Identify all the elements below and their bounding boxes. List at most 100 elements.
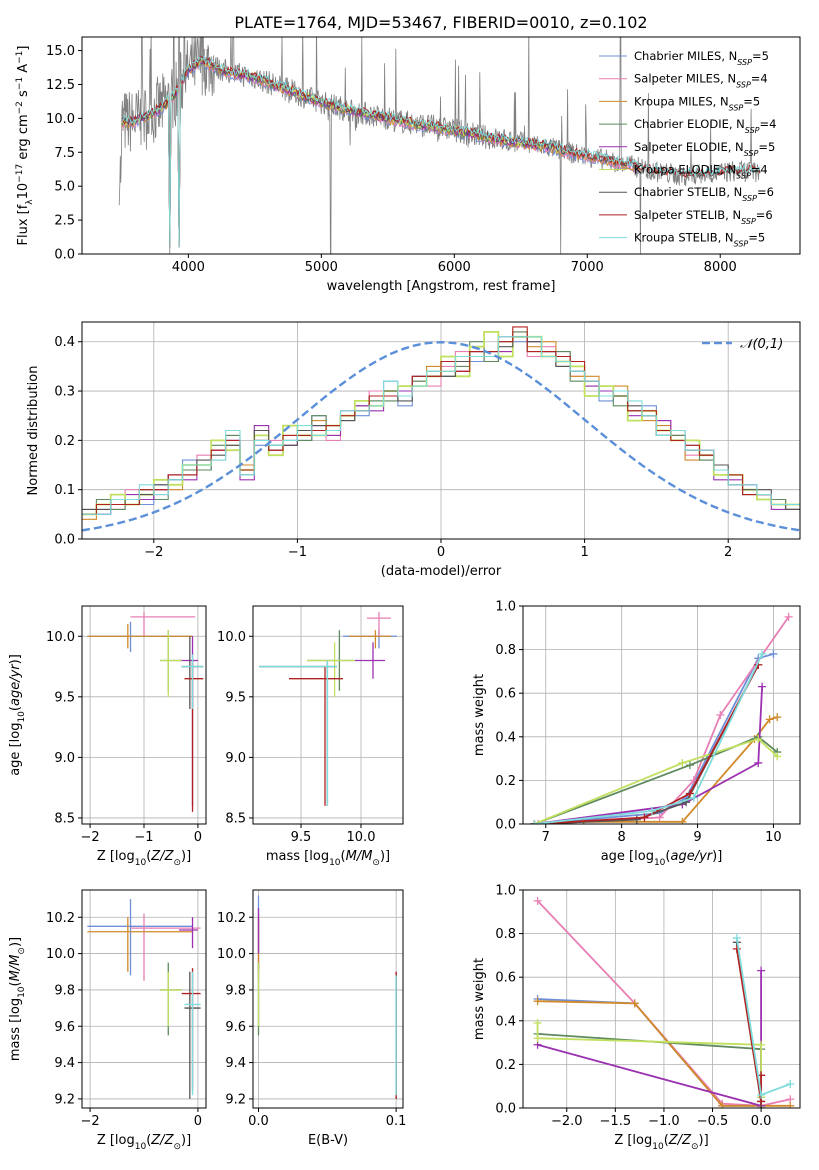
- x-axis-label: wavelength [Angstrom, rest frame]: [327, 279, 556, 294]
- weight-marker: [773, 713, 782, 722]
- legend-sub: SSP: [734, 239, 749, 248]
- label-part: mass weight: [472, 674, 487, 756]
- mass-vs-extinction-errorbars: [257, 895, 397, 1099]
- mass-weight-vs-metallicity-frame: [522, 889, 801, 1109]
- weight-marker: [533, 997, 542, 1006]
- label-part: (: [146, 849, 151, 864]
- age-vs-metallicity-axes: −2 −1 0 8.5 9.0 9.5 10.0: [46, 606, 206, 845]
- y-tick-label: 0.1: [54, 483, 75, 498]
- label-part: Z/Z: [668, 1133, 692, 1148]
- x-tick-label: 2: [724, 545, 732, 560]
- mass-vs-extinction-axes: 0.0 0.1 9.2 9.4 9.6 9.8 10.0 10.2: [217, 890, 406, 1129]
- legend-label: Salpeter ELODIE, NSSP=5: [634, 140, 775, 158]
- y-axis-label: mass [log10(M/M⊙)]: [8, 937, 27, 1061]
- label-part: (: [341, 849, 346, 864]
- label-part: 10: [135, 1142, 147, 1152]
- x-tick-label: 5000: [305, 260, 338, 275]
- weight-marker: [784, 612, 793, 621]
- weight-marker: [533, 896, 542, 905]
- y-tick-label: 9.2: [225, 1092, 246, 1107]
- label-part: )]: [181, 1133, 191, 1148]
- mass-vs-metallicity-frame: [81, 889, 207, 1109]
- label-part: )]: [380, 849, 390, 864]
- y-tick-label: 0.6: [495, 687, 516, 702]
- spectrum-frame: [81, 36, 801, 255]
- legend-text: =6: [756, 208, 773, 222]
- weight-line: [534, 735, 778, 824]
- weight-line: [536, 1023, 762, 1098]
- x-tick-label: −1.0: [648, 1114, 680, 1129]
- y-tick-label: 9.0: [54, 751, 75, 766]
- label-part: mass weight: [472, 958, 487, 1040]
- x-tick-label: 0.0: [248, 1114, 269, 1129]
- weight-line: [538, 616, 790, 824]
- gaussian-curve: [82, 340, 800, 532]
- spectrum-model-line: [121, 59, 562, 248]
- label-part: )]: [181, 849, 191, 864]
- label-part: age [log: [601, 849, 654, 864]
- y-tick-label: 0.4: [495, 730, 516, 745]
- weight-marker: [685, 789, 694, 798]
- x-axis-label: mass [log10(M/M⊙)]: [266, 849, 390, 868]
- legend-label: Chabrier ELODIE, NSSP=4: [634, 117, 776, 135]
- weight-marker: [678, 817, 687, 824]
- y-tick-label: 8.5: [54, 811, 75, 826]
- legend-sub: SSP: [742, 194, 757, 203]
- label-part: 10: [135, 858, 147, 868]
- label-part: M/M: [8, 955, 23, 982]
- weight-line: [735, 937, 791, 1097]
- weight-marker: [773, 752, 782, 761]
- weight-line: [534, 737, 778, 824]
- legend-label: Kroupa MILES, NSSP=5: [634, 94, 760, 112]
- y-tick-label: 0.6: [495, 971, 516, 986]
- label-part: Z [log: [97, 849, 135, 864]
- y-tick-label: 9.8: [54, 983, 75, 998]
- label-part: −2: [15, 101, 25, 114]
- weight-marker: [533, 1018, 542, 1027]
- label-part: )]: [699, 1133, 709, 1148]
- x-tick-label: 0: [194, 1114, 202, 1129]
- legend-label: Chabrier STELIB, NSSP=6: [634, 185, 774, 203]
- y-tick-label: 7.5: [54, 146, 75, 161]
- x-tick-label: −2: [81, 830, 100, 845]
- weight-marker: [718, 1101, 727, 1108]
- label-part: (: [8, 706, 23, 711]
- weight-marker: [640, 813, 649, 822]
- x-tick-label: 10.0: [347, 830, 376, 845]
- label-part: age [log: [8, 723, 23, 776]
- label-part: )]: [712, 849, 722, 864]
- label-part: s: [16, 90, 31, 101]
- y-tick-label: 0.4: [54, 335, 75, 350]
- label-part: ⊙: [173, 1142, 181, 1152]
- y-tick-label: 5.0: [54, 180, 75, 195]
- y-tick-label: 15.0: [46, 44, 75, 59]
- age-vs-metallicity-errorbars: [87, 612, 204, 812]
- legend-text: Chabrier ELODIE, N: [634, 117, 745, 131]
- legend-sub: SSP: [729, 103, 744, 112]
- weight-marker: [530, 820, 539, 824]
- label-part: E(B-V): [308, 1133, 348, 1148]
- label-part: ⊙: [17, 947, 27, 955]
- weight-marker: [757, 1040, 766, 1049]
- x-tick-label: −1.5: [600, 1114, 632, 1129]
- weight-marker: [786, 1101, 795, 1108]
- weight-marker: [534, 820, 543, 824]
- y-axis-label: Flux [fλ10−17 erg cm−2 s−1 A−1]: [15, 46, 35, 246]
- x-tick-label: 9: [693, 830, 701, 845]
- y-tick-label: 10.0: [46, 947, 75, 962]
- y-tick-label: 0.8: [495, 927, 516, 942]
- spectrum-axes: 4000 5000 6000 7000 8000 0.0 2.5 5.0 7.5 10.0 12.5…: [46, 44, 737, 275]
- mass-weight-vs-metallicity-axes: −2.0 −1.5 −1.0 −0.5 0.0 0.0 0.2 0.4 0.6 0.8 1.0: [495, 884, 800, 1129]
- label-part: 10: [17, 986, 27, 998]
- y-tick-label: 10.0: [46, 112, 75, 127]
- legend-text: =5: [752, 49, 769, 63]
- y-tick-label: 9.2: [54, 1092, 75, 1107]
- label-part: Z/Z: [150, 1133, 174, 1148]
- y-tick-label: 10.2: [46, 911, 75, 926]
- label-part: (: [8, 981, 23, 986]
- y-tick-label: 9.6: [225, 1020, 246, 1035]
- y-tick-label: 10.2: [217, 911, 246, 926]
- label-part: Z/Z: [150, 849, 174, 864]
- age-vs-metallicity-frame: [81, 605, 207, 825]
